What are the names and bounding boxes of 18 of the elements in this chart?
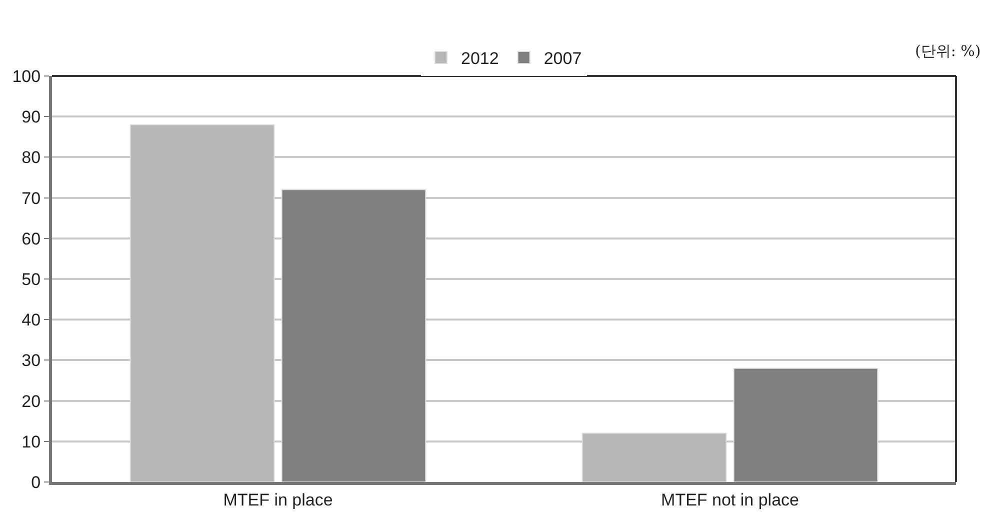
y-tick-label: 60 [22, 229, 41, 248]
y-tick-label: 70 [22, 188, 41, 208]
text: (단위: %) [915, 42, 981, 60]
y-tick-label: 0 [31, 472, 41, 492]
x-tick-label: MTEF not in place [661, 490, 799, 510]
y-tick-label: 30 [22, 351, 41, 370]
legend-label: 2012 [461, 49, 499, 68]
bar [130, 124, 275, 482]
y-tick-label: 90 [22, 108, 41, 127]
y-tick-label: 10 [22, 432, 41, 452]
y-tick-label: 20 [22, 392, 41, 411]
legend-label: 2007 [544, 49, 582, 68]
y-tick-label: 80 [22, 148, 41, 168]
bar [582, 432, 727, 482]
x-tick-label: MTEF in place [223, 490, 333, 510]
y-tick-label: 50 [22, 270, 41, 289]
y-tick-label: 40 [22, 310, 41, 330]
y-tick-label: 100 [12, 66, 41, 86]
